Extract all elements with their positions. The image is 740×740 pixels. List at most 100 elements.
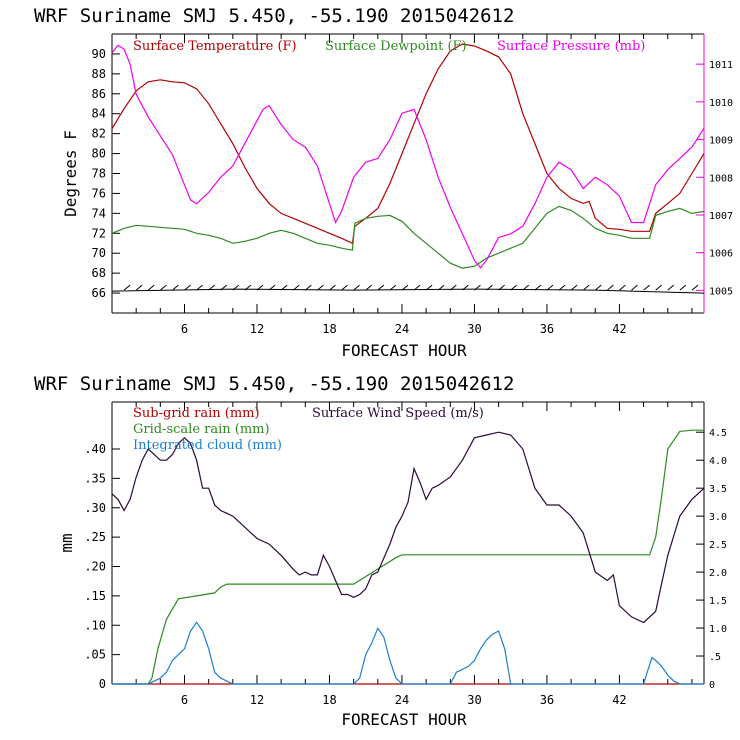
wind-barb bbox=[172, 284, 179, 291]
wind-barb bbox=[304, 284, 312, 291]
y-tick-label: 72 bbox=[92, 226, 106, 240]
y-tick-label: 76 bbox=[92, 186, 106, 200]
x-tick-label: 12 bbox=[250, 693, 264, 707]
y2-tick-label: 1011 bbox=[709, 60, 733, 71]
wind-barb bbox=[256, 284, 264, 291]
y-tick-label: .30 bbox=[84, 501, 106, 515]
y-tick-label: 0 bbox=[99, 677, 106, 691]
wind-barb bbox=[377, 284, 385, 291]
wind-barb bbox=[329, 284, 336, 291]
wind-barb bbox=[667, 284, 675, 291]
y2-tick-label: 1008 bbox=[709, 173, 733, 184]
wind-barb bbox=[607, 284, 614, 291]
wind-barb bbox=[220, 284, 228, 291]
wind-barb bbox=[631, 284, 638, 291]
y-tick-label: 82 bbox=[92, 127, 106, 141]
series-line-surface-wind-speed-m-s bbox=[111, 431, 705, 624]
series-line-integrated-cloud-mm bbox=[112, 621, 704, 685]
wind-barb bbox=[691, 284, 699, 291]
wind-barb bbox=[123, 284, 131, 291]
y2-tick-label: 2.5 bbox=[709, 540, 727, 551]
legend-entry: Surface Temperature (F) bbox=[133, 39, 297, 54]
wind-barb bbox=[208, 284, 215, 291]
wind-barb bbox=[425, 284, 433, 291]
wind-barb bbox=[474, 284, 481, 291]
wind-barb bbox=[582, 284, 590, 291]
y2-tick-label: 1010 bbox=[709, 98, 733, 109]
wind-barb bbox=[498, 284, 505, 291]
x-axis-label: FORECAST HOUR bbox=[341, 710, 467, 729]
x-tick-label: 18 bbox=[322, 693, 336, 707]
legend-entry: Grid-scale rain (mm) bbox=[133, 422, 270, 437]
y-tick-label: .20 bbox=[84, 560, 106, 574]
x-tick-label: 6 bbox=[181, 322, 188, 336]
wind-barb bbox=[486, 284, 493, 291]
x-tick-label: 6 bbox=[181, 693, 188, 707]
x-axis-label: FORECAST HOUR bbox=[341, 341, 467, 360]
wind-barb-baseline bbox=[111, 288, 705, 294]
y-tick-label: 88 bbox=[92, 67, 106, 81]
wind-barb bbox=[546, 284, 554, 291]
chart-title: WRF Suriname SMJ 5.450, -55.190 20150426… bbox=[34, 373, 514, 395]
x-tick-label: 36 bbox=[540, 693, 554, 707]
wind-barb bbox=[389, 284, 397, 291]
y2-tick-label: 2.0 bbox=[709, 568, 727, 579]
y2-tick-label: .5 bbox=[709, 652, 721, 663]
legend-entry: Surface Wind Speed (m/s) bbox=[312, 406, 484, 421]
wind-barb bbox=[196, 284, 203, 291]
y-tick-label: .40 bbox=[84, 442, 106, 456]
wind-barb bbox=[437, 284, 445, 291]
wind-barb bbox=[184, 284, 191, 291]
wind-barb bbox=[232, 284, 240, 291]
y-axis-label: Degrees F bbox=[61, 130, 80, 217]
y-tick-label: 68 bbox=[92, 266, 106, 280]
wind-barb bbox=[135, 284, 143, 291]
y2-tick-label: 3.5 bbox=[709, 484, 727, 495]
chart-panel-1 bbox=[111, 33, 705, 314]
wind-barb bbox=[643, 284, 650, 291]
wind-barb bbox=[534, 284, 542, 291]
y2-tick-label: 1005 bbox=[709, 286, 733, 297]
wind-barb bbox=[619, 284, 626, 291]
x-tick-label: 42 bbox=[612, 693, 626, 707]
x-tick-label: 36 bbox=[540, 322, 554, 336]
y-tick-label: 84 bbox=[92, 107, 106, 121]
wind-barb bbox=[449, 284, 457, 291]
x-tick-label: 24 bbox=[395, 322, 409, 336]
wind-barb bbox=[679, 284, 687, 291]
y-tick-label: .05 bbox=[84, 648, 106, 662]
legend-entry: Surface Pressure (mb) bbox=[497, 39, 645, 54]
y2-tick-label: 1009 bbox=[709, 136, 733, 147]
y2-tick-label: 0 bbox=[709, 680, 715, 691]
y2-tick-label: 1.0 bbox=[709, 624, 727, 635]
y-tick-label: 90 bbox=[92, 47, 106, 61]
y-axis-label: mm bbox=[57, 533, 76, 552]
wind-barb bbox=[594, 284, 602, 291]
legend-entry: Sub-grid rain (mm) bbox=[133, 406, 260, 421]
wind-barb bbox=[292, 284, 300, 291]
x-tick-label: 30 bbox=[467, 322, 481, 336]
series-line-surface-temperature-f bbox=[111, 43, 705, 245]
series-line-surface-dewpoint-f bbox=[111, 205, 705, 269]
legend-entry: Surface Dewpoint (F) bbox=[325, 39, 467, 54]
y-tick-label: .15 bbox=[84, 589, 106, 603]
y2-tick-label: 3.0 bbox=[709, 512, 727, 523]
y2-tick-label: 4.5 bbox=[709, 428, 727, 439]
wind-barb bbox=[462, 284, 469, 291]
x-tick-label: 30 bbox=[467, 693, 481, 707]
wind-barb bbox=[268, 284, 276, 291]
y-tick-label: 80 bbox=[92, 147, 106, 161]
wind-barb bbox=[413, 284, 421, 291]
wind-barb bbox=[160, 284, 167, 291]
wind-barb bbox=[655, 284, 662, 291]
wind-barb bbox=[147, 284, 155, 291]
wind-barb bbox=[522, 284, 530, 291]
y2-tick-label: 1006 bbox=[709, 249, 733, 260]
y-tick-label: 74 bbox=[92, 206, 106, 220]
x-tick-label: 12 bbox=[250, 322, 264, 336]
series-line-grid-scale-rain-mm bbox=[112, 429, 704, 685]
wind-barb bbox=[558, 284, 566, 291]
series-line-surface-pressure-mb bbox=[111, 44, 705, 269]
y-tick-label: .10 bbox=[84, 618, 106, 632]
